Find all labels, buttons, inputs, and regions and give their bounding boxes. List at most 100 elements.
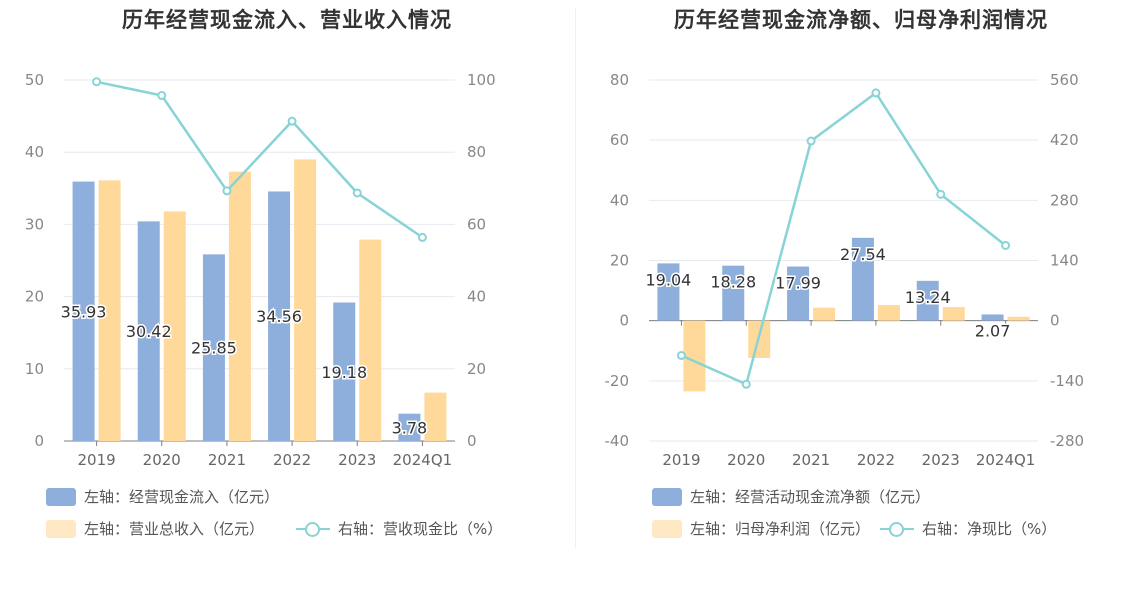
data-label: 35.93 (61, 302, 107, 321)
y-tick-right: 0 (467, 432, 477, 450)
y-tick-left: 20 (610, 252, 629, 270)
legend-item-ratio[interactable]: 右轴：营收现金比（%） (296, 518, 502, 539)
chart-panel-left: 历年经营现金流入、营业收入情况 0 10 20 30 40 50 0 20 40 60 80 100 2… (25, 8, 502, 539)
y-tick-left: 80 (610, 71, 629, 89)
chart-right-plot: -40 -20 0 20 40 60 80 -280 -140 0 140 280 420 560 2019… (605, 71, 1085, 469)
x-tick-label: 2022 (273, 451, 311, 469)
y-tick-right: 0 (1050, 312, 1060, 330)
data-label: 34.56 (256, 307, 302, 326)
bar (137, 221, 160, 441)
legend-label: 左轴：归母净利润（亿元） (690, 520, 871, 538)
y-tick-left: 20 (25, 288, 44, 306)
data-label: 19.04 (646, 270, 692, 289)
y-tick-left: 30 (25, 215, 44, 233)
bar (202, 254, 225, 441)
y-tick-right: -280 (1050, 432, 1084, 450)
y-tick-left: 60 (610, 131, 629, 149)
bar (398, 413, 421, 441)
line-point (806, 136, 816, 146)
x-tick-label: 2020 (143, 451, 181, 469)
y-tick-left: 40 (610, 191, 629, 209)
bar (163, 211, 186, 441)
data-label: 30.42 (126, 322, 172, 341)
data-label: 25.85 (191, 339, 237, 358)
y-tick-left: 50 (25, 71, 44, 89)
y-tick-right: 20 (467, 360, 486, 378)
line-point (417, 232, 427, 242)
y-tick-right: 280 (1050, 191, 1079, 209)
line-point (741, 379, 751, 389)
bar (981, 314, 1004, 321)
bar (657, 263, 680, 321)
y-tick-right: -140 (1050, 372, 1084, 390)
x-tick-label: 2021 (792, 451, 830, 469)
line-point (92, 77, 102, 87)
data-label: 13.24 (905, 288, 951, 307)
line-point (352, 188, 362, 198)
x-tick-label: 2023 (338, 451, 376, 469)
legend-label: 左轴：营业总收入（亿元） (84, 520, 265, 538)
x-tick-label: 2019 (662, 451, 700, 469)
y-tick-right: 60 (467, 215, 486, 233)
x-tick-label: 2020 (727, 451, 765, 469)
legend-swatch-bar-blue (652, 487, 682, 506)
x-tick-label: 2022 (857, 451, 895, 469)
bar (851, 237, 874, 321)
y-tick-left: 40 (25, 143, 44, 161)
chart-left-plot: 0 10 20 30 40 50 0 20 40 60 80 100 2019 2020 2021 2022 2… (25, 71, 496, 469)
line-point (287, 116, 297, 126)
legend-label: 右轴：营收现金比（%） (338, 520, 503, 538)
legend-item-inflow[interactable]: 左轴：经营现金流入（亿元） (46, 486, 279, 507)
x-tick-label: 2024Q1 (976, 451, 1036, 469)
line-point (222, 186, 232, 196)
y-tick-left: 0 (619, 312, 629, 330)
data-label: 2.07 (975, 321, 1011, 340)
series-line (680, 91, 1007, 387)
bar (359, 239, 382, 441)
legend-item-revenue[interactable]: 左轴：营业总收入（亿元） (46, 518, 264, 539)
x-tick-label: 2019 (77, 451, 115, 469)
line-point (871, 88, 881, 98)
y-tick-right: 100 (467, 71, 496, 89)
bar (228, 171, 251, 441)
y-tick-left: -40 (605, 432, 630, 450)
data-label: 19.18 (321, 363, 367, 382)
bar (787, 266, 810, 321)
legend-item-net-profit[interactable]: 左轴：归母净利润（亿元） (652, 518, 870, 539)
y-tick-left: 0 (34, 432, 44, 450)
y-tick-left: 10 (25, 360, 44, 378)
y-tick-left: -20 (605, 372, 630, 390)
y-tick-right: 420 (1050, 131, 1079, 149)
bar (942, 307, 965, 321)
chart-title-right: 历年经营现金流净额、归母净利润情况 (674, 8, 1048, 32)
legend-swatch-bar-blue (46, 487, 76, 506)
legend-line-circle-icon (296, 520, 330, 538)
series-line (96, 80, 424, 239)
line-point (157, 91, 167, 101)
chart-panel-right: 历年经营现金流净额、归母净利润情况 -40 -20 0 20 40 60 80 -280 -14… (574, 0, 1148, 589)
data-label: 3.78 (392, 418, 428, 437)
legend-label: 右轴：净现比（%） (922, 520, 1057, 538)
y-tick-right: 140 (1050, 252, 1079, 270)
legend-item-net-cashflow[interactable]: 左轴：经营活动现金流净额（亿元） (652, 486, 930, 507)
data-label: 17.99 (775, 274, 821, 293)
legend-item-cash-ratio[interactable]: 右轴：净现比（%） (880, 518, 1056, 539)
bar (877, 305, 900, 321)
bar (683, 320, 706, 392)
data-label: 18.28 (710, 273, 756, 292)
line-point (1001, 240, 1011, 250)
y-tick-right: 40 (467, 288, 486, 306)
x-tick-label: 2021 (208, 451, 246, 469)
legend-line-circle-icon (880, 520, 914, 538)
y-tick-right: 80 (467, 143, 486, 161)
x-tick-label: 2024Q1 (393, 451, 453, 469)
legend-label: 左轴：经营活动现金流净额（亿元） (690, 488, 931, 506)
bar (294, 159, 317, 442)
chart-title-left: 历年经营现金流入、营业收入情况 (122, 8, 452, 32)
legend-swatch-bar-yellow (652, 519, 682, 538)
data-label: 27.54 (840, 245, 886, 264)
y-tick-right: 560 (1050, 71, 1079, 89)
bar (813, 307, 836, 321)
bar (72, 181, 95, 442)
line-point (676, 350, 686, 360)
